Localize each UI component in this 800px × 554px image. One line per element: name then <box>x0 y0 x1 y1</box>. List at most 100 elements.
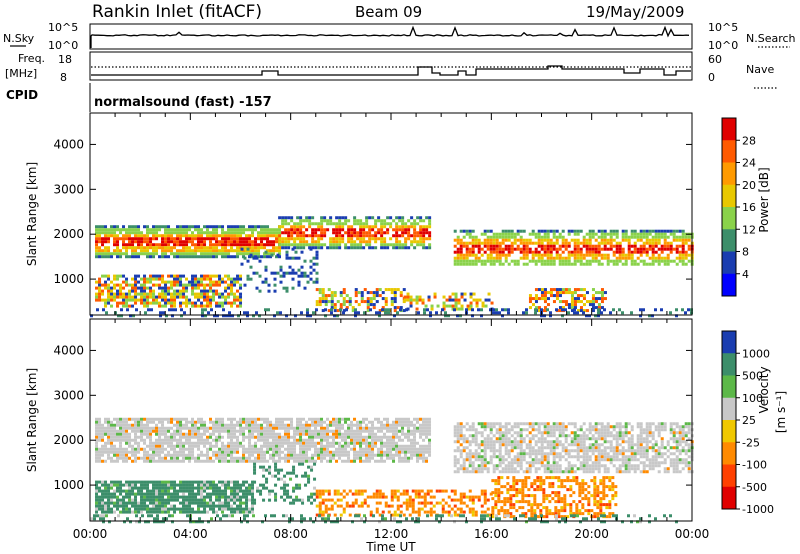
range-cell <box>260 432 264 436</box>
range-cell <box>227 286 231 290</box>
range-cell <box>305 438 309 442</box>
range-cell <box>131 240 135 244</box>
range-cell <box>251 450 255 454</box>
range-cell <box>630 452 634 456</box>
range-cell <box>353 243 357 247</box>
range-cell <box>453 455 457 459</box>
range-cell <box>477 455 481 459</box>
range-cell <box>257 453 261 457</box>
range-cell <box>353 228 357 232</box>
range-cell <box>407 228 411 232</box>
range-cell <box>564 467 568 471</box>
range-cell <box>143 252 147 256</box>
range-cell <box>330 306 334 310</box>
colorbar-tick-label: 4 <box>742 268 749 281</box>
range-cell <box>212 453 216 457</box>
range-cell <box>543 288 547 292</box>
range-cell <box>281 225 285 229</box>
range-cell <box>564 458 568 462</box>
range-cell <box>320 243 324 247</box>
range-cell <box>251 432 255 436</box>
range-cell <box>618 308 621 312</box>
range-cell <box>182 295 186 299</box>
range-cell <box>419 225 423 229</box>
range-cell <box>528 294 532 298</box>
range-cell <box>549 262 553 266</box>
range-cell <box>627 458 631 462</box>
range-cell <box>543 297 547 301</box>
range-cell <box>501 431 505 435</box>
range-cell <box>179 450 183 454</box>
range-cell <box>155 246 159 250</box>
range-cell <box>185 255 189 259</box>
range-cell <box>666 259 670 263</box>
range-cell <box>140 249 144 253</box>
range-cell <box>600 425 604 429</box>
range-cell <box>395 432 399 436</box>
range-cell <box>528 425 532 429</box>
range-cell <box>125 432 129 436</box>
range-cell <box>597 262 601 266</box>
range-cell <box>320 435 324 439</box>
range-cell <box>296 246 300 250</box>
range-cell <box>227 447 231 451</box>
range-cell <box>222 314 225 318</box>
range-cell <box>167 243 171 247</box>
range-cell <box>579 425 583 429</box>
range-cell <box>257 429 261 433</box>
range-cell <box>122 435 126 439</box>
range-cell <box>507 308 510 312</box>
range-cell <box>615 455 619 459</box>
range-cell <box>131 417 135 421</box>
range-cell <box>483 455 487 459</box>
range-cell <box>263 252 267 256</box>
range-cell <box>558 470 562 474</box>
range-cell <box>249 277 253 281</box>
range-cell <box>582 288 586 292</box>
range-cell <box>591 437 595 441</box>
range-cell <box>104 426 108 430</box>
range-cell <box>386 231 390 235</box>
range-cell <box>618 244 622 248</box>
range-cell <box>576 300 580 304</box>
range-cell <box>101 243 105 247</box>
range-cell <box>209 252 213 256</box>
range-cell <box>380 225 384 229</box>
range-cell <box>95 420 99 424</box>
range-cell <box>618 425 622 429</box>
range-cell <box>311 417 315 421</box>
range-cell <box>386 450 390 454</box>
range-cell <box>507 229 511 233</box>
range-cell <box>143 280 147 284</box>
range-cell <box>468 425 472 429</box>
range-cell <box>471 314 474 318</box>
range-cell <box>176 459 180 463</box>
range-cell <box>308 216 312 220</box>
range-cell <box>368 426 372 430</box>
range-cell <box>531 256 535 260</box>
range-cell <box>462 262 466 266</box>
range-cell <box>498 241 502 245</box>
range-cell <box>119 420 123 424</box>
range-cell <box>459 256 463 260</box>
range-cell <box>627 431 631 435</box>
range-cell <box>125 255 129 259</box>
range-cell <box>588 455 592 459</box>
range-cell <box>531 229 535 233</box>
range-cell <box>230 286 234 290</box>
range-cell <box>465 455 469 459</box>
range-cell <box>281 444 285 448</box>
range-cell <box>122 225 126 229</box>
range-cell <box>110 459 114 463</box>
range-cell <box>209 420 213 424</box>
range-cell <box>375 294 379 298</box>
range-cell <box>110 234 114 238</box>
range-cell <box>576 229 580 233</box>
range-cell <box>263 438 267 442</box>
range-cell <box>528 443 532 447</box>
range-cell <box>498 425 502 429</box>
range-cell <box>258 314 261 318</box>
range-cell <box>404 231 408 235</box>
range-cell <box>579 440 583 444</box>
range-cell <box>110 280 114 284</box>
